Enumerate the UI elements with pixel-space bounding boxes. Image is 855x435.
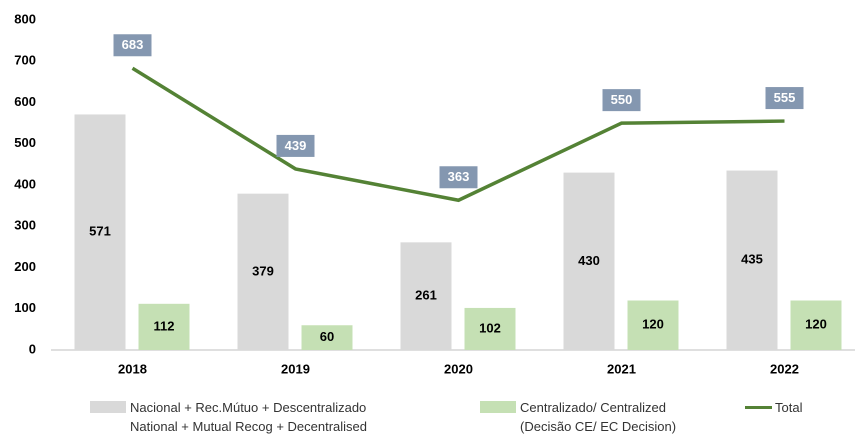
bar (726, 170, 778, 350)
y-tick-label: 500 (14, 135, 36, 150)
x-tick-label: 2021 (607, 361, 636, 376)
line-value-label: 363 (448, 169, 470, 184)
y-tick-label: 100 (14, 300, 36, 315)
value-label-box (765, 87, 804, 110)
bar (138, 303, 190, 350)
value-label-box (602, 89, 641, 112)
line-value-label: 550 (611, 92, 633, 107)
y-tick-label: 600 (14, 94, 36, 109)
y-tick-label: 400 (14, 176, 36, 191)
y-tick-label: 800 (14, 11, 36, 26)
legend-swatch (480, 401, 516, 413)
x-tick-label: 2019 (281, 361, 310, 376)
value-label-box (113, 34, 152, 57)
bar-value-label: 379 (252, 263, 274, 278)
bar-value-label: 120 (642, 317, 664, 332)
x-tick-label: 2020 (444, 361, 473, 376)
bar-value-label: 261 (415, 288, 437, 303)
chart: 0 100 200 300 400 500 600 700 800 2018 2019 2020 202… (14, 11, 855, 376)
bar (464, 307, 516, 350)
y-tick-label: 700 (14, 53, 36, 68)
value-label-box (276, 134, 315, 157)
bar (627, 300, 679, 350)
bar (400, 242, 452, 350)
bar-value-label: 60 (320, 329, 334, 344)
y-tick-label: 300 (14, 218, 36, 233)
bar (301, 325, 353, 350)
legend-label: Total (775, 400, 803, 415)
bar-value-label: 102 (479, 320, 501, 335)
x-tick-label: 2022 (770, 361, 799, 376)
bar-value-label: 430 (578, 253, 600, 268)
legend-label: Nacional + Rec.Mútuo + Descentralizado N… (130, 400, 368, 434)
bar (74, 114, 126, 351)
line-value-label: 683 (122, 37, 144, 52)
x-tick-label: 2018 (118, 361, 147, 376)
y-tick-label: 200 (14, 259, 36, 274)
bar (790, 300, 842, 350)
y-tick-label: 0 (29, 341, 36, 356)
bar-value-label: 435 (741, 252, 763, 267)
bar (237, 193, 289, 350)
bar-value-label: 112 (154, 318, 175, 333)
line-value-label: 439 (285, 138, 307, 153)
legend-swatch (745, 406, 772, 409)
bar-value-label: 120 (805, 317, 827, 332)
line (131, 66, 785, 203)
value-label-box (439, 166, 478, 189)
legend-swatch (90, 401, 126, 413)
bar-value-label: 571 (89, 224, 111, 239)
legend-label: Centralizado/ Centralized (Decisão CE/ E… (520, 400, 677, 434)
line-value-label: 555 (774, 90, 796, 105)
bar (563, 172, 615, 350)
